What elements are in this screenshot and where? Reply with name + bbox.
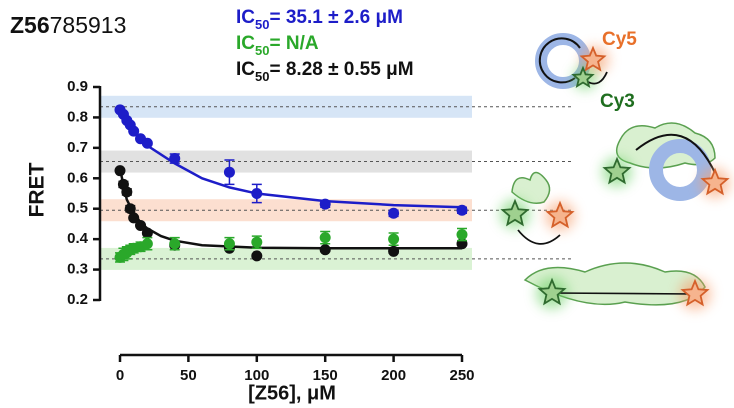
- annotation-part: IC: [236, 7, 255, 28]
- data-point: [251, 237, 262, 248]
- data-point: [251, 250, 262, 261]
- data-point: [142, 138, 153, 149]
- annotation-part: 50: [255, 69, 269, 84]
- data-point: [320, 199, 331, 210]
- annotation-part: IC: [236, 33, 255, 54]
- data-point: [251, 188, 262, 199]
- data-point: [224, 238, 235, 249]
- annotation-part: = 8.28 ± 0.55 μM: [269, 59, 413, 80]
- data-point: [457, 205, 468, 216]
- y-tick-label: 0.7: [67, 139, 88, 156]
- x-tick-label: 100: [244, 367, 269, 384]
- y-tick-label: 0.8: [67, 108, 88, 125]
- x-tick-label: 150: [313, 367, 338, 384]
- ic50-annotation: IC50= N/A: [236, 33, 319, 58]
- cy5-label: Cy5: [602, 29, 637, 50]
- data-point: [169, 153, 180, 164]
- ic50-annotation: IC50= 35.1 ± 2.6 μM: [236, 7, 403, 32]
- y-tick-label: 0.9: [67, 78, 88, 95]
- x-tick-label: 50: [180, 367, 197, 384]
- annotation-part: 50: [255, 17, 269, 32]
- data-point: [388, 234, 399, 245]
- annotation-part: 50: [255, 43, 269, 58]
- chart-title: Z56785913: [10, 12, 126, 38]
- cy3-label: Cy3: [600, 91, 635, 112]
- y-tick-label: 0.6: [67, 169, 88, 186]
- y-tick-label: 0.4: [67, 230, 89, 247]
- data-point: [224, 167, 235, 178]
- x-axis-label: [Z56], μM: [248, 382, 336, 404]
- y-tick-label: 0.3: [67, 261, 88, 278]
- chart: Z56785913 FRET [Z56], μM Cy5 Cy3 0.2 0.3 0…: [0, 0, 734, 408]
- data-point: [142, 238, 153, 249]
- annotation-part: IC: [236, 59, 255, 80]
- data-point: [121, 186, 132, 197]
- x-tick-label: 200: [381, 367, 406, 384]
- data-point: [320, 244, 331, 255]
- y-tick-label: 0.2: [67, 291, 88, 308]
- data-point: [457, 229, 468, 240]
- annotation-part: = N/A: [269, 33, 318, 54]
- ic50-annotation: IC50= 8.28 ± 0.55 μM: [236, 59, 414, 84]
- data-point: [115, 165, 126, 176]
- data-point: [320, 232, 331, 243]
- x-tick-label: 250: [449, 367, 474, 384]
- x-tick-label: 0: [116, 367, 124, 384]
- data-point: [388, 246, 399, 257]
- data-point: [388, 208, 399, 219]
- data-point: [169, 238, 180, 249]
- y-tick-label: 0.5: [67, 200, 88, 217]
- annotation-part: = 35.1 ± 2.6 μM: [269, 7, 402, 28]
- y-axis-label: FRET: [26, 162, 49, 217]
